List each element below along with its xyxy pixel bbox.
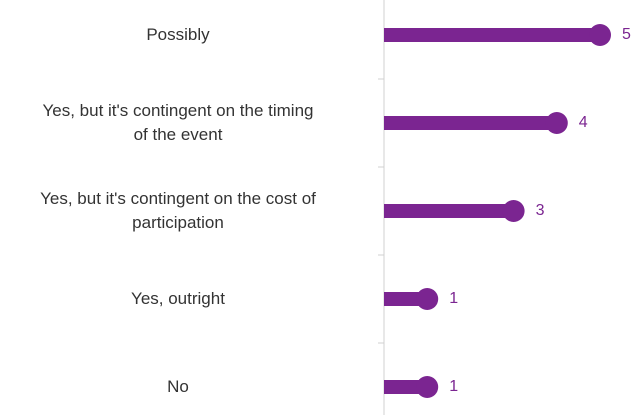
category-label: Yes, but it's contingent on the timing o… bbox=[42, 101, 314, 144]
value-label: 4 bbox=[579, 114, 588, 131]
bar bbox=[384, 204, 514, 218]
value-label: 1 bbox=[449, 378, 458, 395]
category-label: Yes, outright bbox=[131, 289, 225, 308]
bar bbox=[384, 116, 557, 130]
value-label: 3 bbox=[536, 202, 545, 219]
category-label: Possibly bbox=[146, 25, 210, 44]
value-label: 5 bbox=[622, 26, 631, 43]
bar bbox=[384, 380, 428, 394]
dot bbox=[589, 24, 611, 46]
dot bbox=[502, 200, 525, 222]
dot bbox=[416, 288, 439, 310]
value-label: 1 bbox=[449, 290, 458, 307]
category-label: Yes, but it's contingent on the cost of … bbox=[40, 189, 316, 232]
dot bbox=[545, 112, 568, 134]
bar bbox=[384, 292, 428, 306]
category-label: No bbox=[167, 377, 189, 396]
bar bbox=[384, 28, 600, 42]
dot bbox=[416, 376, 439, 398]
